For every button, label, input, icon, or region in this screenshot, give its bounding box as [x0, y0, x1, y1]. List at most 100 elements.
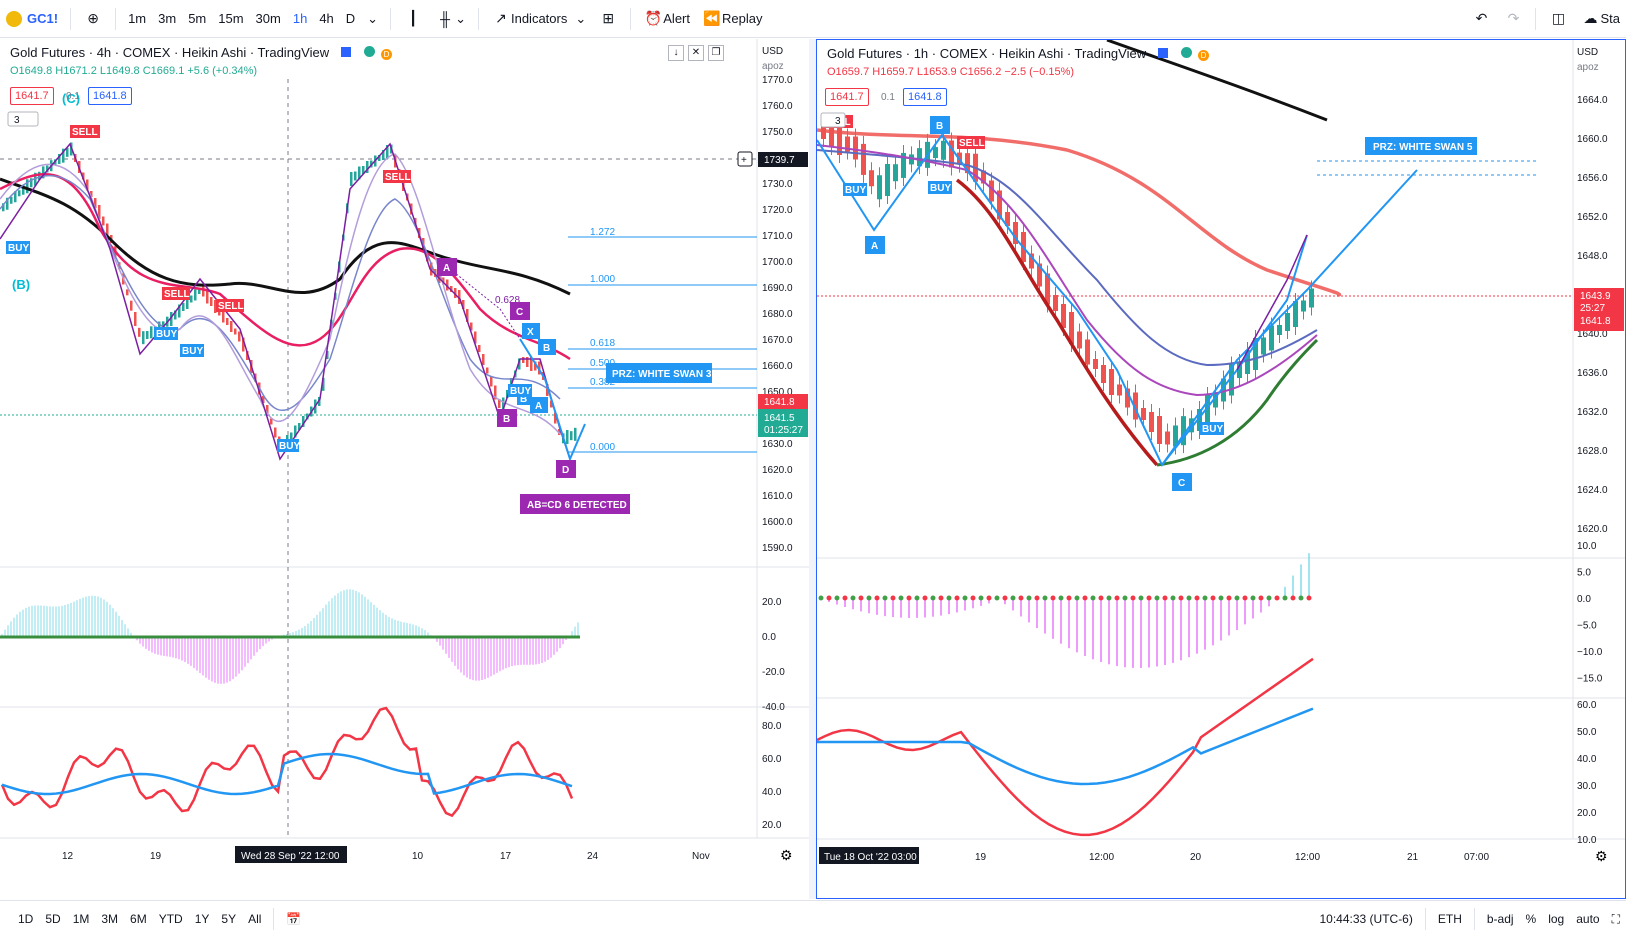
right-chart-title[interactable]: Gold Futures · 1h · COMEX · Heikin Ashi … — [827, 46, 1147, 61]
clock-timezone[interactable]: 10:44:33 (UTC-6) — [1319, 912, 1413, 926]
pattern-point-c[interactable] — [510, 302, 530, 320]
pattern-point-a[interactable] — [437, 258, 457, 276]
interval-3m[interactable]: 3m — [158, 11, 177, 26]
abcd-projection-line[interactable] — [519, 338, 586, 462]
undo-button[interactable]: ↶ — [1465, 0, 1497, 38]
osc2-red-line[interactable] — [0, 706, 574, 818]
sell-signal[interactable] — [957, 136, 985, 149]
range-5Y[interactable]: 5Y — [221, 912, 237, 926]
prz-label-box[interactable] — [1365, 137, 1477, 155]
interval-1m[interactable]: 1m — [128, 11, 147, 26]
osc2-blue-line[interactable] — [817, 707, 1314, 786]
maximize-icon[interactable]: ❐ — [708, 45, 724, 61]
osc2-blue-line[interactable] — [1, 752, 573, 796]
left-chart-title[interactable]: Gold Futures · 4h · COMEX · Heikin Ashi … — [10, 45, 330, 60]
interval-1h[interactable]: 1h — [292, 11, 308, 26]
zigzag-line[interactable] — [1236, 234, 1308, 371]
range-All[interactable]: All — [248, 912, 262, 926]
buy-signal[interactable] — [6, 241, 30, 254]
pattern-point-d[interactable] — [556, 460, 576, 478]
fullscreen-icon[interactable]: ⛶ — [1611, 911, 1620, 926]
pattern-point-x[interactable] — [522, 323, 540, 339]
osc2-red-line[interactable] — [817, 657, 1314, 837]
range-6M[interactable]: 6M — [130, 912, 147, 926]
ma-blue-line[interactable] — [0, 174, 561, 411]
currency-label[interactable]: USD — [1577, 47, 1598, 58]
left-chart-pane[interactable]: Gold Futures · 4h · COMEX · Heikin Ashi … — [0, 39, 809, 899]
pattern-point-a2[interactable] — [530, 397, 548, 413]
sell-signal[interactable] — [162, 287, 190, 300]
collapse-icon[interactable]: ✕ — [688, 45, 704, 61]
left-chart-canvas[interactable]: 1.272 1.000 0.618 0.500 0.382 0.000 0.62… — [0, 39, 809, 899]
sell-signal[interactable] — [383, 170, 411, 183]
range-YTD[interactable]: YTD — [158, 912, 183, 926]
add-alert-plus-icon[interactable] — [737, 151, 753, 167]
buy-signal[interactable] — [508, 384, 532, 397]
settings-gear-icon[interactable]: ⚙ — [780, 847, 793, 863]
pane-splitter[interactable] — [809, 39, 816, 899]
pattern-point-b[interactable] — [930, 116, 950, 134]
goto-date-calendar-icon[interactable]: 📅 — [286, 912, 302, 926]
interval-5m[interactable]: 5m — [188, 11, 207, 26]
zigzag-line[interactable] — [0, 142, 571, 461]
chart-type-candles-button[interactable]: ╫ ⌄ — [429, 0, 472, 38]
interval-4h[interactable]: 4h — [319, 11, 334, 26]
sell-signal[interactable] — [216, 299, 244, 312]
compare-button[interactable]: ⊕ — [77, 0, 109, 38]
settings-gear-icon[interactable]: ⚙ — [1595, 848, 1608, 864]
ma-lavender-line[interactable] — [0, 153, 561, 435]
ma-black-line[interactable] — [0, 177, 571, 296]
pattern-point-c[interactable] — [1172, 473, 1192, 491]
indicator-collapse-button[interactable] — [820, 112, 846, 128]
right-osc2-axis[interactable]: 60.0 50.0 40.0 30.0 20.0 10.0 — [1577, 700, 1597, 846]
pattern-point-b2[interactable] — [538, 339, 556, 355]
left-sell-price-box[interactable]: 1641.7 — [10, 87, 54, 105]
fib-levels[interactable]: 1.272 1.000 0.618 0.500 0.382 0.000 0.62… — [495, 227, 757, 453]
prz-label-box[interactable] — [606, 363, 712, 383]
range-1M[interactable]: 1M — [72, 912, 90, 926]
range-3M[interactable]: 3M — [101, 912, 119, 926]
ma-green-line[interactable] — [1156, 338, 1319, 467]
buy-signal[interactable] — [928, 181, 952, 194]
scale-mode-label[interactable]: apoz — [1577, 62, 1599, 73]
interval-15m[interactable]: 15m — [218, 11, 244, 26]
percent-toggle[interactable]: % — [1525, 912, 1537, 926]
scale-mode-label[interactable]: apoz — [762, 61, 784, 72]
interval-dropdown[interactable]: ⌄ — [361, 0, 384, 38]
left-time-axis[interactable]: 12 19 10 17 24 Nov — [62, 851, 710, 862]
range-1Y[interactable]: 1Y — [194, 912, 210, 926]
layouts-button[interactable]: ⊞ — [592, 0, 624, 38]
pattern-point-a[interactable] — [865, 236, 885, 254]
right-buy-price-box[interactable]: 1641.8 — [903, 88, 947, 106]
currency-label[interactable]: USD — [762, 46, 783, 57]
projection-line[interactable] — [1161, 169, 1418, 466]
layout-select-button[interactable]: ◫ — [1542, 0, 1574, 38]
left-osc2-axis[interactable]: 80.0 60.0 40.0 20.0 — [762, 721, 782, 831]
range-1D[interactable]: 1D — [18, 912, 34, 926]
auto-toggle[interactable]: auto — [1576, 912, 1600, 926]
abcd-label-box[interactable] — [520, 494, 630, 514]
session-toggle[interactable]: ETH — [1437, 912, 1462, 926]
ma-red-line[interactable] — [817, 128, 1342, 297]
alert-button[interactable]: ⏰ Alert — [637, 0, 696, 38]
range-5D[interactable]: 5D — [45, 912, 61, 926]
redo-button[interactable]: ↷ — [1497, 0, 1529, 38]
left-osc1-axis[interactable]: 20.0 0.0 -20.0 -40.0 — [762, 597, 785, 713]
ma-purple-line[interactable] — [817, 144, 1318, 397]
ma-darkred-line[interactable] — [955, 178, 1159, 467]
adjustment-toggle[interactable]: b-adj — [1486, 912, 1514, 926]
interval-D[interactable]: D — [345, 11, 356, 26]
flag-icon[interactable] — [1157, 48, 1168, 58]
right-chart-pane[interactable]: Gold Futures · 1h · COMEX · Heikin Ashi … — [816, 39, 1626, 899]
buy-signal[interactable] — [277, 439, 299, 452]
flag-icon[interactable] — [340, 47, 351, 57]
indicators-button[interactable]: ↗ Indicators ⌄ — [485, 0, 592, 38]
pattern-line[interactable] — [817, 133, 1308, 467]
log-toggle[interactable]: log — [1548, 912, 1565, 926]
ma-black-line[interactable] — [1106, 40, 1328, 122]
chart-type-bars-button[interactable]: ┃ — [397, 0, 429, 38]
interval-30m[interactable]: 30m — [255, 11, 281, 26]
right-sell-price-box[interactable]: 1641.7 — [825, 88, 869, 106]
buy-signal[interactable] — [180, 344, 204, 357]
right-chart-canvas[interactable]: PRZ: WHITE SWAN 5 A B C SELL SELL BUY BU… — [817, 40, 1625, 898]
